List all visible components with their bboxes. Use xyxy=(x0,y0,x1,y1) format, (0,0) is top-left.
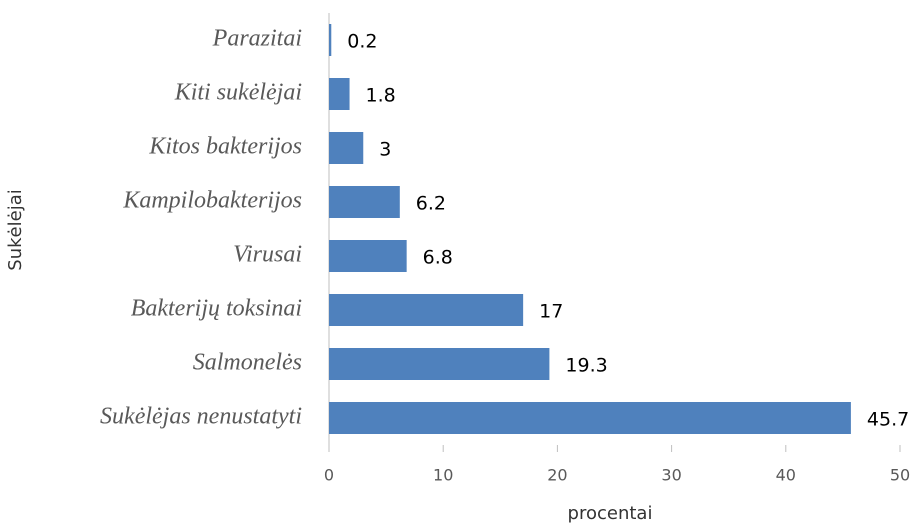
y-tick-label: Parazitai xyxy=(212,26,302,52)
bar xyxy=(329,132,364,164)
data-label: 19.3 xyxy=(565,355,607,377)
bar xyxy=(329,186,400,218)
data-label: 1.8 xyxy=(366,85,396,107)
bar xyxy=(329,24,332,56)
bar xyxy=(329,78,350,110)
x-axis-label: procentai xyxy=(568,503,653,524)
x-tick-label: 30 xyxy=(661,466,681,485)
y-tick-label: Bakterijų toksinai xyxy=(131,296,302,322)
data-label: 6.8 xyxy=(423,247,453,269)
y-tick-label: Salmonelės xyxy=(193,350,302,376)
data-label: 0.2 xyxy=(347,31,377,53)
y-tick-label: Kitos bakterijos xyxy=(148,134,302,160)
y-tick-label: Kampilobakterijos xyxy=(122,188,302,214)
data-label: 17 xyxy=(539,301,563,323)
y-tick-label: Sukėlėjas nenustatyti xyxy=(100,404,302,430)
data-label: 6.2 xyxy=(416,193,446,215)
x-tick-label: 0 xyxy=(324,466,334,485)
x-tick-label: 40 xyxy=(776,466,796,485)
data-label: 45.7 xyxy=(867,409,909,431)
x-tick-label: 20 xyxy=(547,466,567,485)
y-axis-label: Sukėlėjai xyxy=(5,189,26,270)
bar xyxy=(329,402,851,434)
x-tick-label: 50 xyxy=(890,466,910,485)
bar xyxy=(329,294,524,326)
x-tick-label: 10 xyxy=(433,466,453,485)
bar xyxy=(329,348,550,380)
y-tick-label: Virusai xyxy=(233,242,302,268)
bar xyxy=(329,240,407,272)
y-tick-label: Kiti sukėlėjai xyxy=(174,80,302,106)
data-label: 3 xyxy=(379,139,391,161)
